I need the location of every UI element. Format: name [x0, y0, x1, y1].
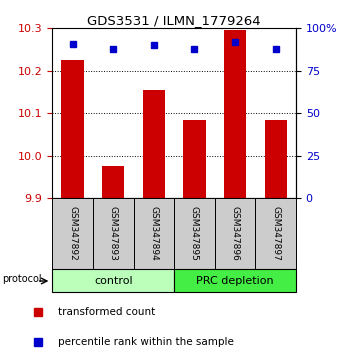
Text: GSM347893: GSM347893	[109, 206, 118, 261]
Text: protocol: protocol	[3, 274, 42, 284]
Bar	[143, 90, 165, 198]
Text: control: control	[94, 275, 132, 286]
Title: GDS3531 / ILMN_1779264: GDS3531 / ILMN_1779264	[87, 14, 261, 27]
Text: percentile rank within the sample: percentile rank within the sample	[58, 337, 234, 347]
Bar	[52, 269, 174, 292]
Bar	[265, 120, 287, 198]
Bar	[215, 198, 255, 269]
Text: GSM347892: GSM347892	[68, 206, 77, 261]
Text: GSM347897: GSM347897	[271, 206, 280, 261]
Text: GSM347896: GSM347896	[231, 206, 240, 261]
Bar	[102, 166, 125, 198]
Bar	[52, 198, 93, 269]
Bar	[183, 120, 206, 198]
Text: GSM347895: GSM347895	[190, 206, 199, 261]
Text: transformed count: transformed count	[58, 307, 155, 316]
Bar	[256, 198, 296, 269]
Bar	[224, 30, 246, 198]
Text: PRC depletion: PRC depletion	[196, 275, 274, 286]
Bar	[134, 198, 174, 269]
Bar	[174, 269, 296, 292]
Bar	[93, 198, 134, 269]
Bar	[174, 198, 215, 269]
Bar	[61, 60, 84, 198]
Text: GSM347894: GSM347894	[149, 206, 158, 261]
